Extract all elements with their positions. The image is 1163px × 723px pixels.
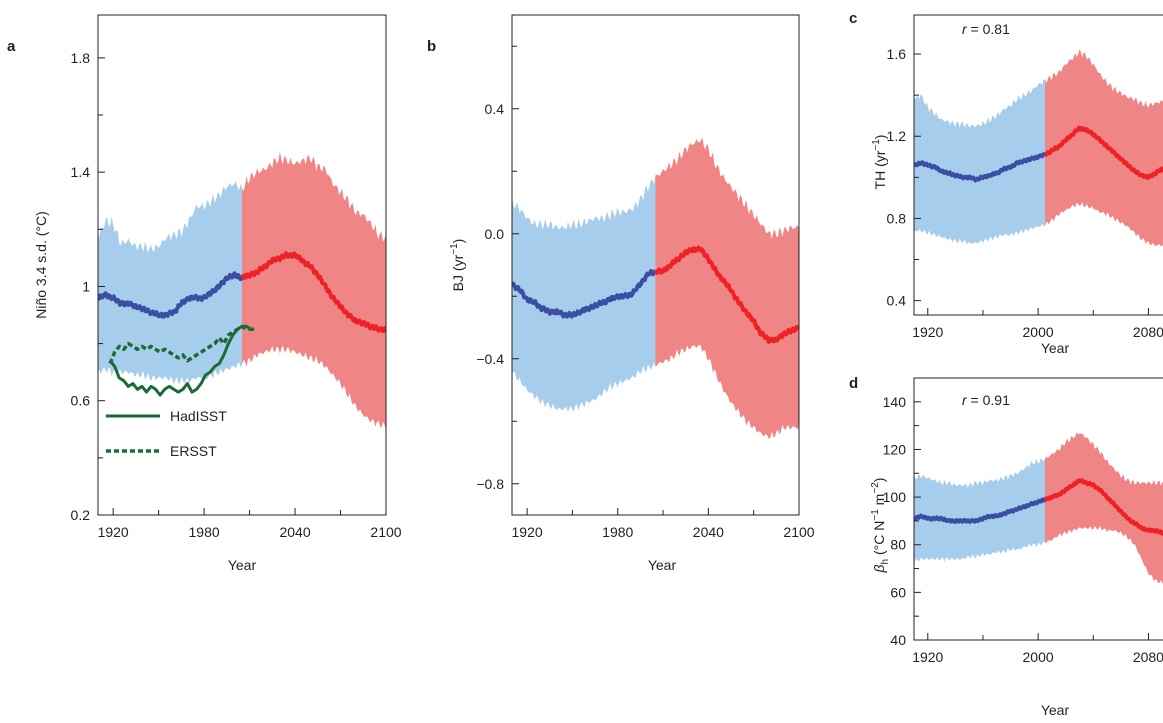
panel-b-bj-index: 1920 1980 2040 2100 −0.8 −0.4 0.0 0.4 b Year BJ… bbox=[427, 14, 815, 573]
panel-d-ytick-label: 80 bbox=[890, 537, 906, 553]
panel-b-ytick-label: 0.4 bbox=[485, 101, 505, 117]
panel-c-th-feedback: 1920 2000 2080 0.4 0.8 1.2 1.6 c r = 0.81 Year… bbox=[849, 10, 1163, 356]
panel-a-ytick-label: 1 bbox=[82, 278, 90, 294]
panel-d-xtick-label: 2080 bbox=[1133, 649, 1163, 665]
obs-ersst-line bbox=[108, 324, 255, 365]
panel-d-ticks: 1920 2000 2080 40 60 80 100 120 140 bbox=[883, 394, 1163, 665]
panel-c-xtick-label: 2000 bbox=[1023, 324, 1054, 340]
panel-b-hist-band bbox=[512, 175, 656, 413]
panel-a-xlabel: Year bbox=[228, 557, 257, 573]
legend-ersst-label: ERSST bbox=[170, 443, 217, 459]
panel-c-ticks: 1920 2000 2080 0.4 0.8 1.2 1.6 bbox=[887, 46, 1163, 340]
panel-a-plot-area bbox=[98, 151, 386, 431]
panel-a-proj-mean-line bbox=[240, 251, 386, 333]
panel-c-letter: c bbox=[849, 10, 857, 27]
panel-b-xtick-label: 2040 bbox=[693, 524, 724, 540]
panel-d-plot-area bbox=[914, 432, 1163, 584]
panel-b-xlabel: Year bbox=[648, 557, 677, 573]
panel-a-letter: a bbox=[7, 38, 16, 55]
panel-a-xtick-label: 1980 bbox=[189, 524, 220, 540]
panel-a-legend: HadISST ERSST bbox=[106, 408, 227, 459]
panel-d-annotation: r = 0.91 bbox=[962, 392, 1010, 408]
panel-b-xtick-label: 1980 bbox=[602, 524, 633, 540]
panel-a-xtick-label: 2100 bbox=[370, 524, 401, 540]
panel-b-proj-band bbox=[655, 137, 799, 439]
panel-c-xtick-label: 1920 bbox=[912, 324, 943, 340]
panel-b-letter: b bbox=[427, 38, 436, 55]
panel-a-ytick-label: 1.4 bbox=[71, 164, 91, 180]
panel-c-hist-band bbox=[914, 79, 1045, 244]
panel-d-ytick-label: 120 bbox=[883, 441, 907, 457]
panel-c-ytick-label: 0.8 bbox=[887, 210, 907, 226]
panel-d-hist-mean-line bbox=[914, 497, 1047, 524]
panel-c-xtick-label: 2080 bbox=[1133, 324, 1163, 340]
panel-b-xtick-label: 1920 bbox=[512, 524, 543, 540]
panel-b-ytick-label: −0.4 bbox=[476, 351, 504, 367]
panel-d-xtick-label: 1920 bbox=[912, 649, 943, 665]
panel-b-ylabel: BJ (yr−1) bbox=[449, 239, 466, 292]
panel-d-xlabel: Year bbox=[1041, 702, 1070, 718]
panel-a-ticks: 1920 1980 2040 2100 0.2 0.6 1 1.4 1.8 bbox=[71, 50, 402, 540]
panel-d-ytick-label: 40 bbox=[890, 632, 906, 648]
panel-a-ytick-label: 0.2 bbox=[71, 507, 91, 523]
panel-c-ylabel: TH (yr−1) bbox=[871, 135, 888, 190]
panel-a-ytick-label: 0.6 bbox=[71, 393, 91, 409]
panel-d-ytick-label: 60 bbox=[890, 584, 906, 600]
panel-b-ytick-label: 0.0 bbox=[485, 226, 505, 242]
panel-d-letter: d bbox=[849, 375, 858, 392]
panel-c-hist-mean-line bbox=[914, 152, 1047, 183]
panel-a-nino34-sd: 1920 1980 2040 2100 0.2 0.6 1 1.4 1.8 a Year Niñ… bbox=[7, 14, 402, 573]
panel-d-ytick-label: 100 bbox=[883, 489, 907, 505]
panel-c-ytick-label: 1.6 bbox=[887, 46, 907, 62]
panel-c-proj-band bbox=[1045, 49, 1163, 247]
panel-c-ytick-label: 1.2 bbox=[887, 128, 907, 144]
legend-hadisst-label: HadISST bbox=[170, 408, 227, 424]
panel-b-xtick-label: 2100 bbox=[783, 524, 814, 540]
panel-d-xtick-label: 2000 bbox=[1023, 649, 1054, 665]
panel-a-hist-mean-line bbox=[98, 271, 244, 319]
panel-c-plot-area bbox=[914, 49, 1163, 247]
panel-d-ytick-label: 140 bbox=[883, 394, 907, 410]
panel-a-proj-band bbox=[242, 151, 386, 431]
panel-c-ytick-label: 0.4 bbox=[887, 293, 907, 309]
panel-a-xtick-label: 1920 bbox=[98, 524, 129, 540]
panel-d-beta-h: 1920 2000 2080 40 60 80 100 120 140 d r = 0.91 Y… bbox=[849, 375, 1163, 718]
panel-d-hist-band bbox=[914, 458, 1045, 564]
panel-d-ylabel: βh (°C N−1 m−2) bbox=[870, 478, 891, 574]
panel-c-proj-mean-line bbox=[1043, 125, 1163, 180]
panel-c-axes-frame bbox=[913, 14, 1163, 316]
panel-b-ticks: 1920 1980 2040 2100 −0.8 −0.4 0.0 0.4 bbox=[476, 45, 815, 540]
panel-a-hist-band bbox=[98, 181, 242, 384]
panel-c-annotation: r = 0.81 bbox=[962, 21, 1010, 37]
panel-b-plot-area bbox=[512, 137, 799, 439]
panel-a-ytick-label: 1.8 bbox=[71, 50, 91, 66]
panel-b-axes-frame bbox=[511, 14, 800, 516]
panel-b-proj-mean-line bbox=[653, 245, 799, 344]
panel-a-axes-frame bbox=[97, 14, 387, 516]
panel-b-ytick-label: −0.8 bbox=[476, 476, 504, 492]
panel-a-xtick-label: 2040 bbox=[279, 524, 310, 540]
obs-hadisst-line bbox=[108, 324, 255, 397]
panel-d-proj-mean-line bbox=[1043, 478, 1163, 536]
panel-d-proj-band bbox=[1045, 432, 1163, 584]
panel-d-axes-frame bbox=[913, 377, 1163, 641]
panel-b-hist-mean-line bbox=[512, 269, 658, 319]
panel-a-ylabel: Niño 3.4 s.d. (°C) bbox=[33, 211, 49, 319]
panel-c-xlabel: Year bbox=[1041, 340, 1070, 356]
